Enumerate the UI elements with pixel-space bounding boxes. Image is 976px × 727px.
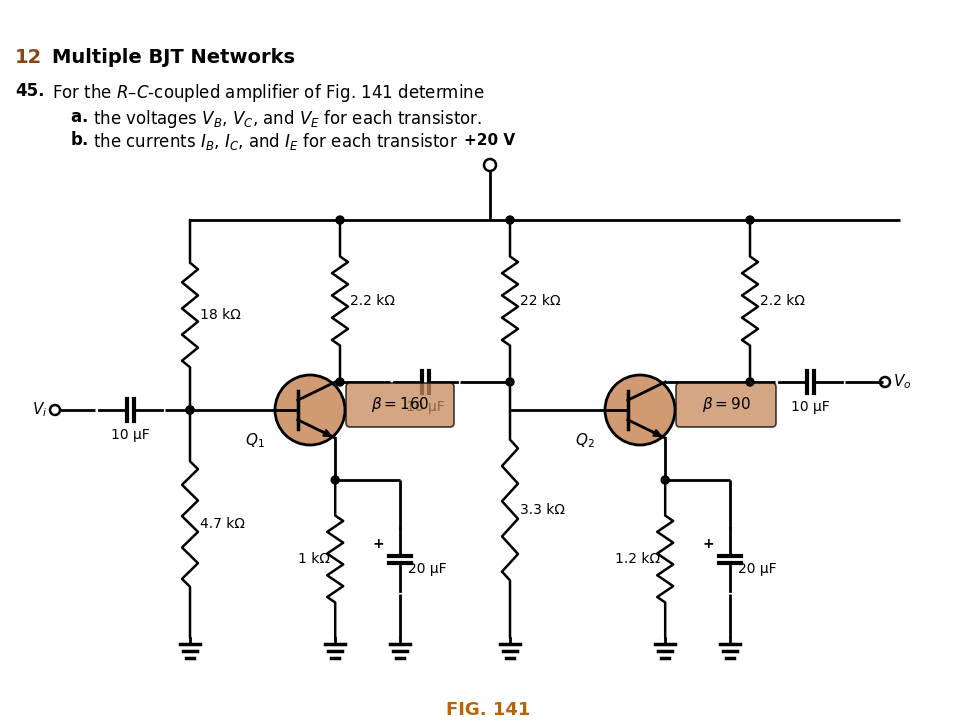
Text: 12: 12 (15, 48, 42, 67)
Text: 20 μF: 20 μF (408, 562, 447, 576)
Text: $Q_2$: $Q_2$ (575, 431, 595, 450)
Text: 10 μF: 10 μF (791, 400, 830, 414)
Text: $\mathbf{a.}$: $\mathbf{a.}$ (70, 108, 88, 126)
Text: +20 V: +20 V (465, 133, 515, 148)
Text: 3.3 kΩ: 3.3 kΩ (520, 503, 565, 517)
Text: 2.2 kΩ: 2.2 kΩ (350, 294, 395, 308)
Text: +: + (703, 537, 714, 552)
Text: $\mathbf{b.}$: $\mathbf{b.}$ (70, 131, 89, 149)
Text: the currents $I_B$, $I_C$, and $I_E$ for each transistor: the currents $I_B$, $I_C$, and $I_E$ for… (93, 131, 458, 152)
Circle shape (336, 378, 344, 386)
Text: 1.2 kΩ: 1.2 kΩ (615, 552, 660, 566)
Text: 10 μF: 10 μF (406, 400, 444, 414)
Text: For the $R$–$C$-coupled amplifier of Fig. 141 determine: For the $R$–$C$-coupled amplifier of Fig… (52, 82, 485, 104)
Circle shape (186, 406, 194, 414)
Text: 10 μF: 10 μF (110, 428, 149, 442)
Text: $Q_1$: $Q_1$ (245, 431, 265, 450)
Circle shape (506, 216, 514, 224)
Circle shape (506, 378, 514, 386)
Text: 4.7 kΩ: 4.7 kΩ (200, 517, 245, 531)
Circle shape (746, 216, 754, 224)
Text: 22 kΩ: 22 kΩ (520, 294, 560, 308)
Text: $V_i$: $V_i$ (31, 401, 47, 419)
Text: $V_o$: $V_o$ (893, 373, 912, 391)
Circle shape (186, 406, 194, 414)
Text: FIG. 141: FIG. 141 (446, 701, 530, 719)
Text: $\beta = 160$: $\beta = 160$ (371, 395, 429, 414)
Circle shape (605, 375, 675, 445)
Text: 45.: 45. (15, 82, 45, 100)
Circle shape (331, 476, 340, 484)
Circle shape (746, 378, 754, 386)
Circle shape (336, 216, 344, 224)
FancyBboxPatch shape (346, 383, 454, 427)
Circle shape (275, 375, 345, 445)
Text: 1 kΩ: 1 kΩ (299, 552, 330, 566)
Circle shape (661, 476, 670, 484)
Text: the voltages $V_B$, $V_C$, and $V_E$ for each transistor.: the voltages $V_B$, $V_C$, and $V_E$ for… (93, 108, 482, 130)
Text: $\beta = 90$: $\beta = 90$ (702, 395, 751, 414)
FancyBboxPatch shape (676, 383, 776, 427)
Text: 2.2 kΩ: 2.2 kΩ (760, 294, 805, 308)
Text: Multiple BJT Networks: Multiple BJT Networks (52, 48, 295, 67)
Text: 18 kΩ: 18 kΩ (200, 308, 241, 322)
Text: +: + (373, 537, 385, 552)
Text: 20 μF: 20 μF (738, 562, 777, 576)
